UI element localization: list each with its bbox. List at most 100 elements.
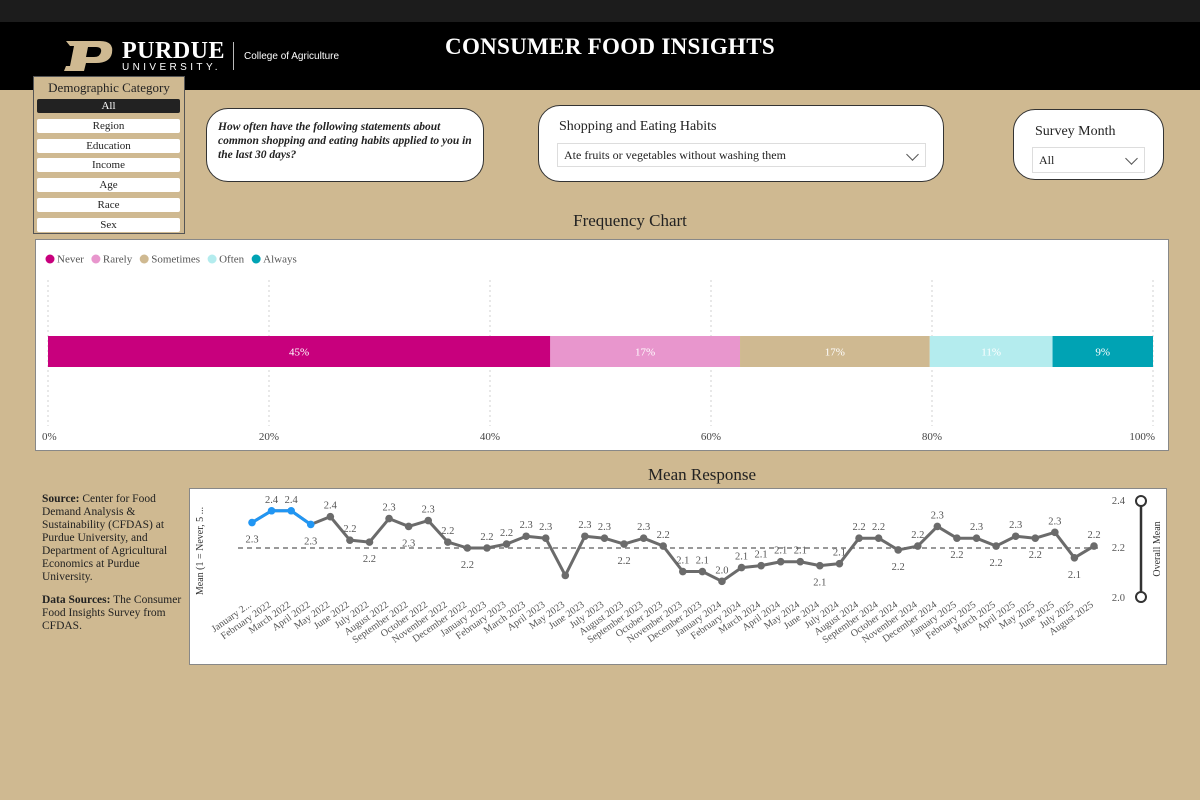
mean-data-label: 2.0 — [715, 565, 728, 576]
demographic-category-slicer: Demographic Category All Region Educatio… — [33, 76, 185, 234]
mean-point[interactable] — [835, 559, 844, 568]
survey-month-dropdown[interactable]: All — [1032, 147, 1145, 173]
mean-point[interactable] — [561, 571, 570, 580]
demographic-item-region[interactable]: Region — [37, 118, 180, 133]
legend-rarely-label: Rarely — [103, 254, 133, 266]
freq-bar-often-label: 11% — [981, 347, 1001, 359]
mean-point[interactable] — [600, 534, 609, 542]
freq-x-tick-label: 20% — [259, 431, 279, 443]
mean-point[interactable] — [894, 546, 902, 554]
mean-point[interactable] — [816, 561, 824, 570]
mean-point[interactable] — [776, 557, 785, 566]
mean-point[interactable] — [248, 518, 256, 527]
mean-data-label: 2.2 — [990, 558, 1003, 569]
mean-point[interactable] — [385, 514, 393, 523]
overall-mean-slider-tick: 2.4 — [1112, 496, 1126, 507]
mean-point[interactable] — [855, 534, 863, 542]
mean-point[interactable] — [874, 534, 883, 542]
brand-name: PURDUE — [122, 37, 225, 64]
data-sources-text: The Consumer Food Insights Survey from C… — [42, 594, 182, 632]
demographic-item-race[interactable]: Race — [37, 197, 180, 212]
mean-point[interactable] — [639, 534, 648, 542]
mean-point[interactable] — [267, 506, 276, 515]
mean-point[interactable] — [306, 520, 315, 529]
demographic-item-income[interactable]: Income — [37, 158, 180, 173]
freq-bar-rarely[interactable] — [550, 336, 741, 367]
freq-bar-sometimes[interactable] — [740, 336, 930, 367]
mean-point[interactable] — [463, 544, 472, 552]
mean-data-label: 2.2 — [461, 560, 474, 571]
mean-point[interactable] — [346, 536, 354, 544]
mean-point[interactable] — [737, 563, 746, 572]
mean-data-label: 2.2 — [1087, 530, 1100, 541]
source-label: Source: — [42, 493, 80, 505]
mean-data-label: 2.3 — [383, 503, 396, 514]
mean-data-label: 2.3 — [539, 522, 552, 533]
mean-data-label: 2.3 — [304, 536, 317, 547]
mean-point[interactable] — [678, 567, 687, 576]
mean-point[interactable] — [287, 506, 295, 515]
mean-point[interactable] — [698, 567, 707, 576]
habits-dropdown[interactable]: Ate fruits or vegetables without washing… — [557, 143, 926, 167]
window-top-strip — [0, 0, 1200, 22]
mean-point[interactable] — [718, 577, 726, 586]
mean-point[interactable] — [444, 538, 452, 546]
legend-always-swatch — [251, 254, 261, 264]
mean-data-label: 2.2 — [911, 530, 924, 541]
mean-point[interactable] — [365, 538, 374, 546]
survey-month-selected-value: All — [1039, 153, 1055, 167]
frequency-chart-panel: Never Rarely Sometimes Often Always 0% 20% 40% 6… — [35, 239, 1169, 451]
mean-point[interactable] — [1070, 554, 1079, 562]
demographic-item-all[interactable]: All — [37, 99, 180, 113]
demographic-item-age[interactable]: Age — [37, 178, 180, 193]
mean-point[interactable] — [404, 522, 413, 531]
mean-point[interactable] — [933, 522, 942, 531]
overall-mean-slider-tick: 2.2 — [1112, 543, 1125, 554]
mean-point[interactable] — [796, 557, 805, 566]
mean-point[interactable] — [620, 540, 628, 548]
freq-x-tick-label: 80% — [922, 431, 942, 443]
mean-point[interactable] — [972, 534, 981, 542]
freq-bar-never[interactable] — [48, 336, 551, 367]
freq-x-tick-label: 0% — [42, 431, 57, 443]
freq-bar-always-label: 9% — [1095, 347, 1110, 359]
mean-point[interactable] — [522, 532, 530, 541]
mean-data-label: 2.3 — [598, 522, 611, 533]
mean-point[interactable] — [502, 540, 511, 548]
mean-data-label: 2.3 — [422, 505, 435, 516]
mean-response-highlight-line — [251, 509, 312, 526]
mean-point[interactable] — [1051, 528, 1059, 537]
mean-response-panel: Mean (1 = Never, 5 ... 2.3 2.4 2.4 2.3 2.4 2.2… — [189, 488, 1167, 665]
chevron-down-icon — [906, 148, 919, 161]
mean-data-label: 2.4 — [265, 495, 279, 506]
mean-y-axis-title: Mean (1 = Never, 5 ... — [195, 507, 206, 595]
demographic-item-sex[interactable]: Sex — [37, 217, 180, 232]
mean-point[interactable] — [541, 534, 550, 542]
demographic-item-education[interactable]: Education — [37, 138, 180, 153]
mean-point[interactable] — [1011, 532, 1020, 541]
mean-point[interactable] — [483, 544, 491, 552]
freq-bar-never-label: 45% — [289, 347, 309, 359]
mean-data-label: 2.1 — [696, 556, 709, 567]
purdue-logo: PURDUE UNIVERSITY. College of Agricultur… — [62, 31, 339, 81]
mean-data-label: 2.3 — [931, 510, 944, 521]
mean-point[interactable] — [992, 542, 1000, 550]
mean-point[interactable] — [757, 561, 765, 570]
mean-point[interactable] — [913, 542, 922, 550]
mean-point[interactable] — [953, 534, 961, 542]
mean-point[interactable] — [659, 542, 668, 550]
purdue-p-logo-icon — [64, 41, 113, 71]
mean-data-label: 2.2 — [892, 562, 905, 573]
mean-point[interactable] — [424, 516, 433, 525]
mean-data-label: 2.2 — [617, 556, 630, 567]
mean-point[interactable] — [581, 532, 589, 541]
freq-x-tick-label: 100% — [1129, 431, 1155, 443]
mean-point[interactable] — [1090, 542, 1098, 550]
freq-bar-always[interactable] — [1052, 336, 1153, 367]
overall-mean-slider-handle-top[interactable] — [1135, 495, 1147, 507]
legend-sometimes-label: Sometimes — [151, 254, 200, 266]
mean-point[interactable] — [326, 512, 335, 521]
overall-mean-slider-handle-bottom[interactable] — [1135, 591, 1147, 603]
mean-point[interactable] — [1031, 534, 1040, 542]
freq-bar-often[interactable] — [929, 336, 1053, 367]
